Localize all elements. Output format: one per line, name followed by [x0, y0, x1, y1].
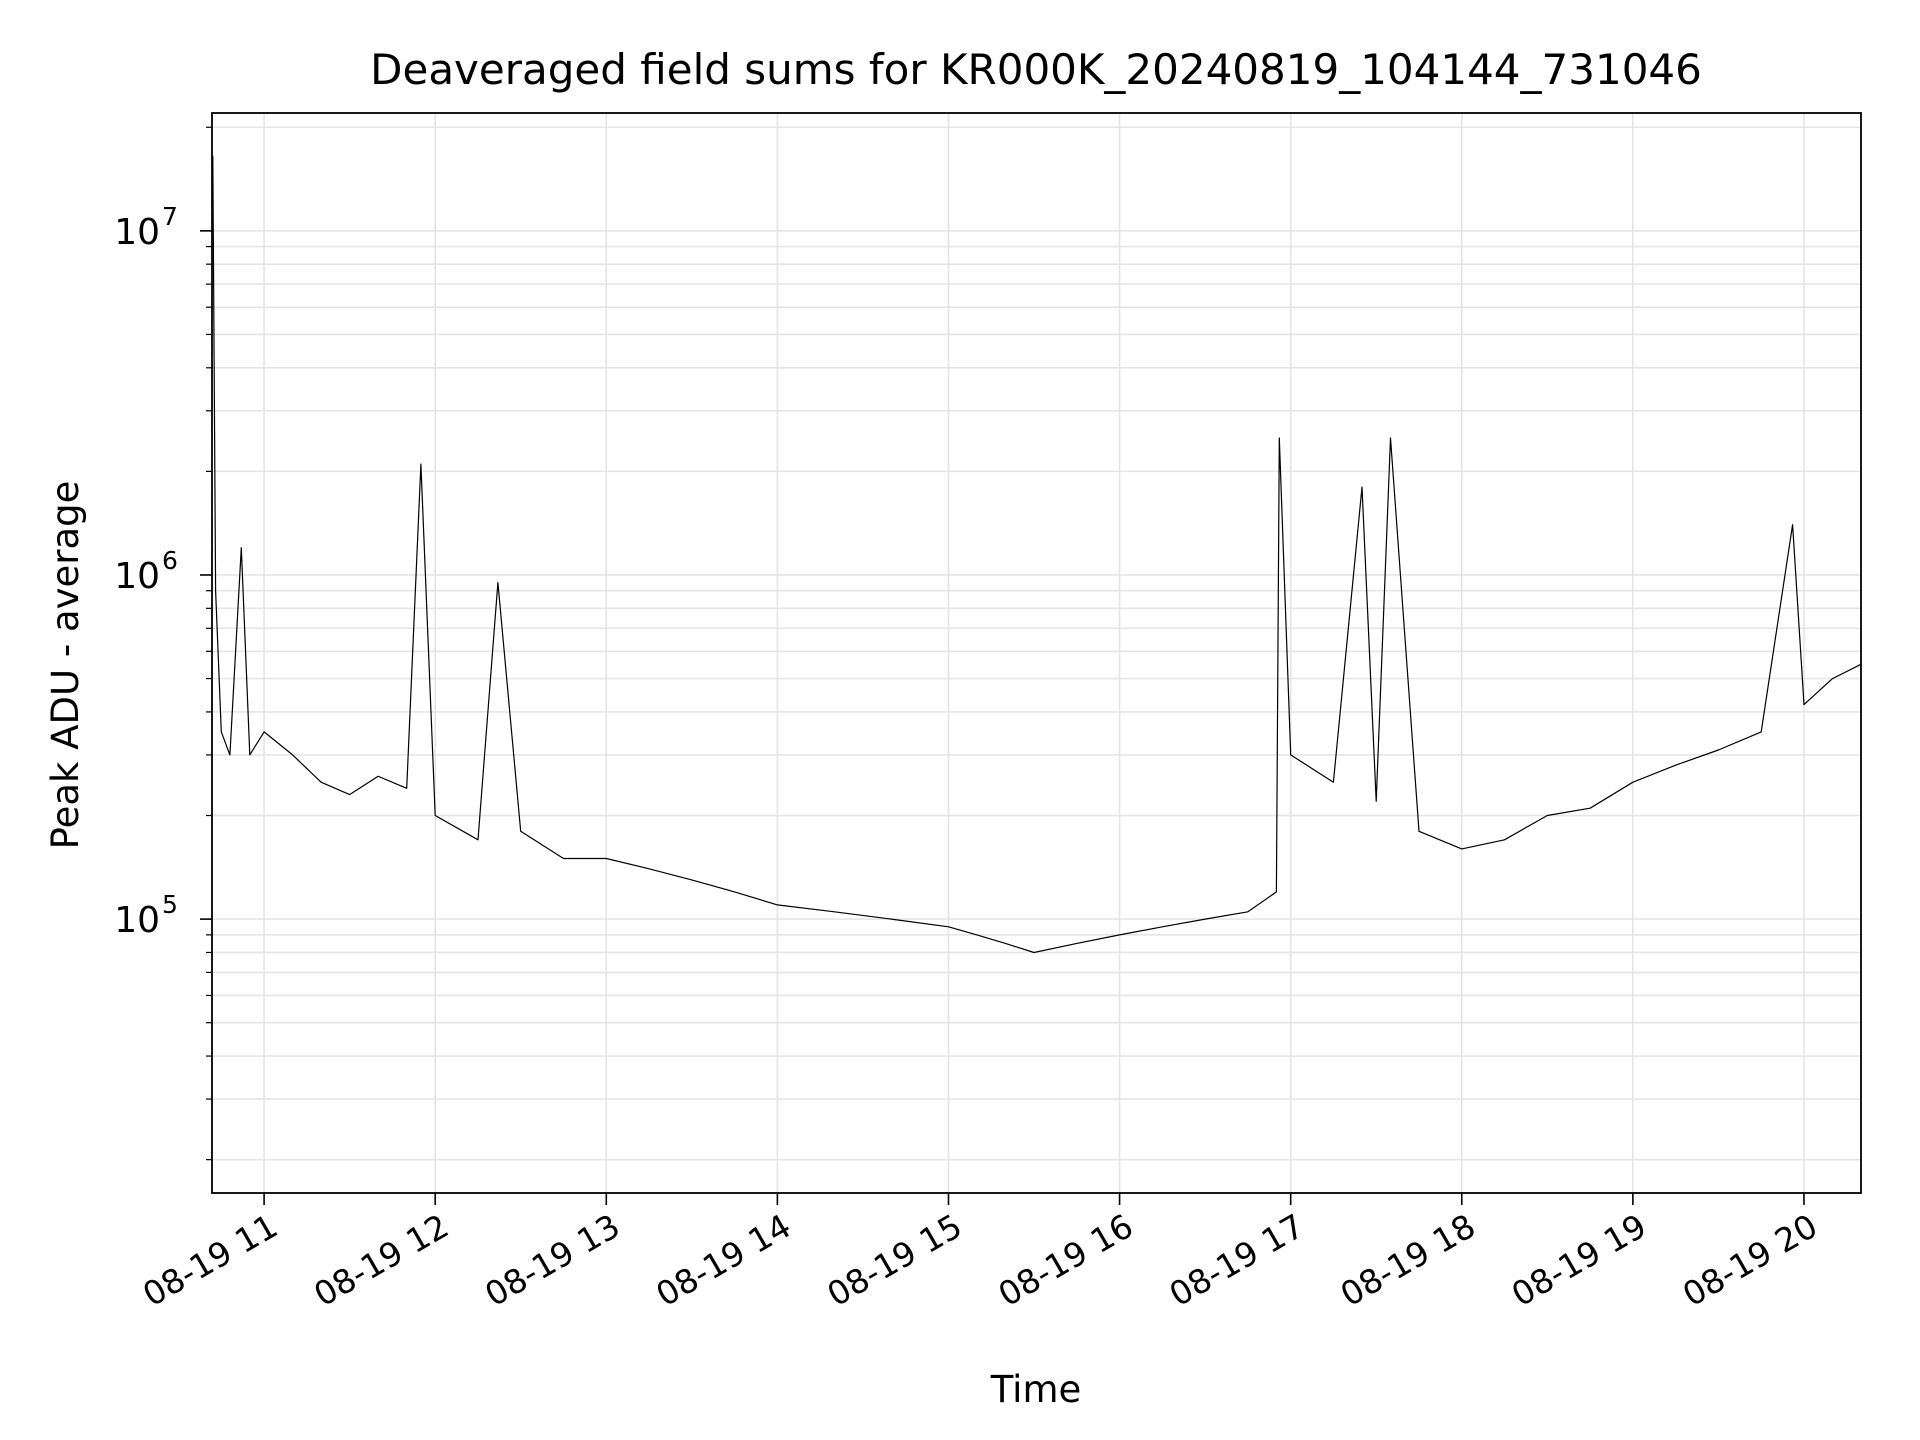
x-tick-label: 08-19 13 — [478, 1206, 626, 1314]
y-axis-label: Peak ADU - average — [44, 481, 87, 850]
series-layer — [212, 155, 1861, 954]
plot-frame — [211, 112, 1862, 1194]
x-tick-label: 08-19 17 — [1163, 1206, 1311, 1314]
y-tick-label-base: 10 — [114, 556, 160, 597]
x-tick-label: 08-19 14 — [649, 1206, 797, 1314]
x-tick-label: 08-19 18 — [1334, 1206, 1482, 1314]
x-tick-label: 08-19 16 — [992, 1206, 1140, 1314]
y-tick-label-exp: 6 — [162, 546, 178, 575]
y-tick-label-exp: 5 — [162, 890, 178, 919]
x-tick-label: 08-19 20 — [1676, 1206, 1824, 1314]
ticks: 08-19 11 08-19 12 08-19 13 08-19 14 08-19 15… — [114, 126, 1824, 1314]
x-tick-label: 08-19 15 — [820, 1206, 968, 1314]
series-line — [212, 155, 1861, 954]
x-tick-label: 08-19 11 — [136, 1206, 284, 1314]
x-tick-label: 08-19 19 — [1505, 1206, 1653, 1314]
chart-title: Deaveraged field sums for KR000K_2024081… — [370, 45, 1702, 94]
x-tick-label: 08-19 12 — [307, 1206, 455, 1314]
grid — [212, 113, 1861, 1193]
y-tick-label-base: 10 — [114, 212, 160, 253]
y-tick-label-base: 10 — [114, 900, 160, 941]
y-tick-label-exp: 7 — [162, 202, 178, 231]
x-axis-label: Time — [990, 1368, 1082, 1411]
